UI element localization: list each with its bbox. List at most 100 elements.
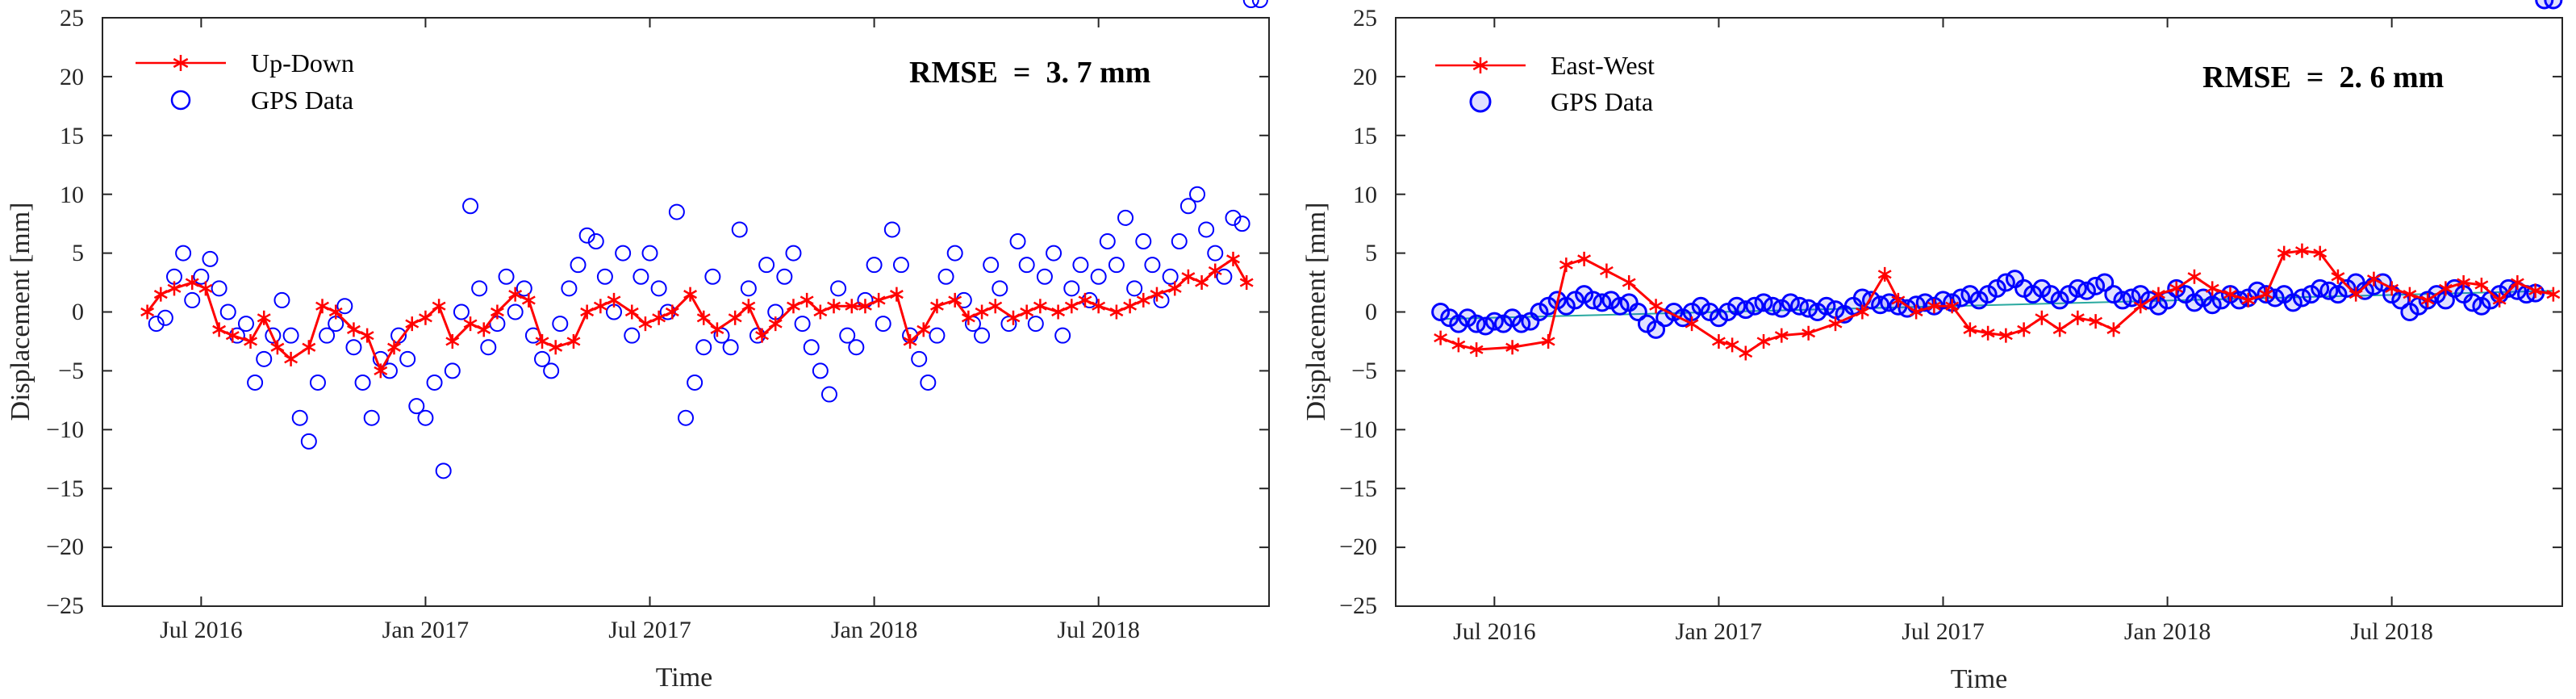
y-tick-label: 5 (72, 240, 84, 266)
insar-point (858, 299, 872, 314)
insar-point (566, 333, 581, 349)
x-tick-label: Jul 2018 (1057, 617, 1140, 643)
insar-point (871, 292, 886, 308)
gps-point (193, 268, 210, 285)
insar-point (580, 304, 595, 320)
insar-point (1092, 299, 1106, 314)
gps-point (471, 280, 488, 297)
y-axis-label: Displacement [mm] (1301, 203, 1331, 421)
gps-point (1251, 0, 1268, 8)
gps-point (929, 327, 946, 344)
y-tick-label: −10 (1339, 416, 1377, 443)
plot-area (102, 17, 1270, 607)
insar-point (490, 304, 504, 320)
gps-point (1018, 257, 1035, 274)
insar-point (374, 363, 388, 379)
legend-star-marker (173, 55, 189, 71)
gps-point (920, 374, 937, 391)
insar-point (961, 310, 975, 325)
gps-point (2544, 0, 2563, 10)
insar-point (1891, 292, 1906, 308)
insar-markers (140, 251, 1254, 379)
gps-point (309, 374, 326, 391)
gps-point (345, 339, 362, 356)
y-tick-label: −5 (58, 358, 84, 384)
rmse-annotation: RMSE = 3. 7 mm (909, 56, 1150, 90)
gps-point (273, 291, 290, 308)
x-tick-label: Jan 2018 (2124, 618, 2211, 645)
insar-point (2510, 275, 2524, 291)
insar-point (1711, 333, 1726, 349)
gps-point (812, 362, 829, 379)
gps-point (641, 245, 658, 262)
gps-point (1162, 268, 1179, 285)
insar-point (225, 328, 240, 343)
gps-point (633, 268, 649, 285)
gps-point (803, 339, 820, 356)
insar-point (1123, 299, 1138, 314)
legend-circle-marker (170, 90, 191, 111)
insar-point (521, 292, 536, 308)
gps-point (211, 280, 228, 297)
insar-point (2277, 245, 2291, 261)
insar-point (1181, 269, 1196, 284)
insar-point (2106, 322, 2121, 337)
gps-point (668, 203, 685, 220)
insar-point (1998, 328, 2013, 343)
x-tick-label: Jan 2017 (1676, 618, 1763, 645)
gps-point (399, 350, 416, 367)
insar-point (845, 299, 859, 314)
insar-point (1226, 251, 1240, 266)
gps-point (202, 250, 219, 267)
gps-point (237, 316, 254, 333)
gps-point (659, 303, 676, 320)
insar-point (948, 292, 962, 308)
insar-point (1685, 316, 1699, 332)
gps-point (148, 316, 165, 333)
insar-point (607, 292, 621, 308)
insar-point (2205, 281, 2219, 296)
insar-point (1078, 292, 1092, 308)
x-tick-label: Jul 2017 (608, 617, 691, 643)
gps-point (839, 327, 856, 344)
insar-point (1195, 275, 1209, 291)
gps-point (363, 409, 380, 426)
y-tick-label: −25 (46, 592, 84, 619)
gps-point (983, 257, 1000, 274)
insar-line (146, 257, 1248, 372)
gps-point (974, 327, 991, 344)
y-tick-label: 0 (1365, 299, 1377, 325)
insar-point (1006, 310, 1021, 325)
gps-point (678, 409, 694, 426)
insar-point (1020, 304, 1034, 320)
y-tick-label: −15 (46, 475, 84, 502)
y-tick-label: −20 (1339, 534, 1377, 560)
insar-point (2492, 292, 2507, 308)
series-layer (140, 0, 1268, 479)
insar-point (1150, 287, 1164, 302)
insar-point (1909, 304, 1923, 320)
insar-point (140, 304, 155, 320)
gps-point (543, 362, 560, 379)
insar-point (477, 322, 491, 337)
insar-point (741, 299, 756, 314)
gps-point (552, 316, 569, 333)
gps-point (435, 463, 452, 479)
insar-point (167, 281, 182, 296)
insar-point (1051, 304, 1066, 320)
insar-point (1136, 292, 1150, 308)
gps-point (561, 280, 578, 297)
legend-star-glyph (173, 55, 189, 71)
gps-point (444, 362, 461, 379)
gps-point (300, 433, 317, 450)
gps-point (570, 257, 587, 274)
insar-point (787, 299, 800, 314)
y-axis-label: Displacement [mm] (6, 203, 35, 421)
x-tick-label: Jul 2016 (1453, 618, 1536, 645)
insar-point (2223, 287, 2237, 302)
insar-point (2089, 314, 2103, 329)
tick-marks (1396, 17, 2562, 607)
gps-point (1063, 280, 1080, 297)
